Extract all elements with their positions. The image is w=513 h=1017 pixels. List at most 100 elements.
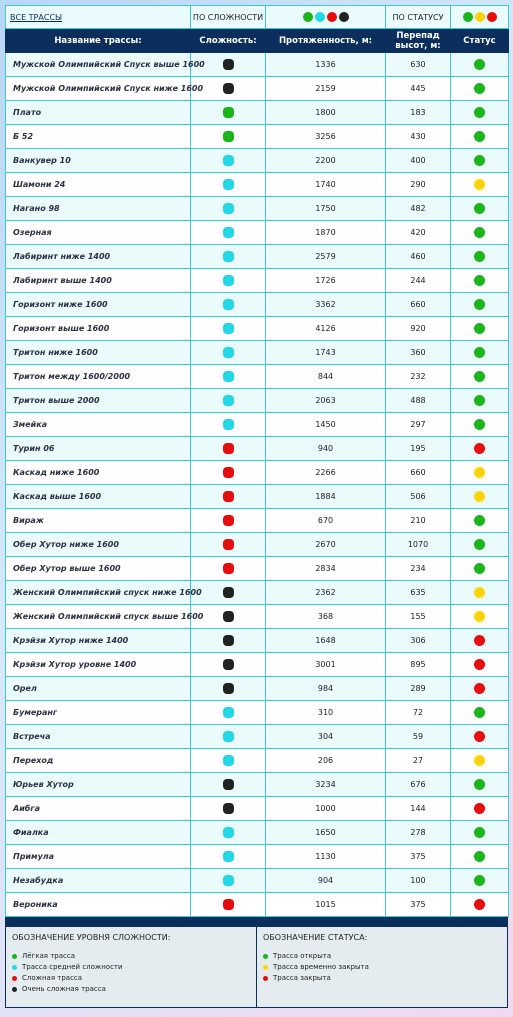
track-name: Шамони 24: [5, 172, 191, 197]
track-name: Крэйзи Хутор ниже 1400: [5, 628, 191, 653]
track-length: 844: [265, 364, 386, 389]
track-name: Женский Олимпийский спуск ниже 1600: [5, 580, 202, 605]
status-dot: [474, 371, 485, 382]
difficulty-filter-icon[interactable]: [326, 12, 337, 22]
difficulty-cell: [190, 772, 266, 797]
track-drop: 27: [385, 748, 451, 773]
track-drop: 232: [385, 364, 451, 389]
track-name: Ванкувер 10: [5, 148, 191, 173]
legend-title: ОБОЗНАЧЕНИЕ УРОВНЯ СЛОЖНОСТИ:: [12, 933, 171, 942]
track-row: Аибга 1000 144: [5, 796, 509, 821]
legend-label: Очень сложная трасса: [22, 985, 106, 993]
track-drop: 375: [385, 892, 451, 917]
track-length: 3362: [265, 292, 386, 317]
difficulty-dot: [222, 443, 234, 454]
status-dot: [474, 635, 485, 646]
track-row: Переход 206 27: [5, 748, 509, 773]
track-row: Крэйзи Хутор уровне 1400 3001 895: [5, 652, 509, 677]
status-filter-icon[interactable]: [486, 12, 497, 22]
difficulty-cell: [190, 844, 266, 869]
status-icons[interactable]: [450, 5, 509, 29]
difficulty-cell: [190, 148, 266, 173]
track-length: 304: [265, 724, 386, 749]
difficulty-dot: [222, 755, 234, 766]
column-header: Протяженность, м:: [265, 28, 386, 53]
status-cell: [450, 268, 509, 293]
difficulty-filter-icon[interactable]: [302, 12, 313, 22]
status-dot: [474, 419, 485, 430]
status-dot: [474, 83, 485, 94]
track-drop: 676: [385, 772, 451, 797]
status-dot: [474, 395, 485, 406]
difficulty-cell: [190, 244, 266, 269]
track-row: Б 52 3256 430: [5, 124, 509, 149]
difficulty-cell: [190, 340, 266, 365]
legend-dot: [12, 964, 17, 970]
track-drop: 244: [385, 268, 451, 293]
status-dot: [474, 155, 485, 166]
track-row: Мужской Олимпийский Спуск ниже 1600 2159 4…: [5, 76, 509, 101]
status-cell: [450, 748, 509, 773]
track-length: 206: [265, 748, 386, 773]
status-cell: [450, 412, 509, 437]
legend-label: Трасса открыта: [273, 952, 332, 960]
track-drop: 660: [385, 292, 451, 317]
difficulty-icons[interactable]: [265, 5, 386, 29]
difficulty-dot: [222, 659, 234, 670]
track-name: Тритон выше 2000: [5, 388, 191, 413]
difficulty-filter-icon[interactable]: [314, 12, 325, 22]
track-length: 2362: [265, 580, 386, 605]
track-length: 1648: [265, 628, 386, 653]
track-name: Лабиринт выше 1400: [5, 268, 191, 293]
track-row: Лабиринт выше 1400 1726 244: [5, 268, 509, 293]
track-drop: 460: [385, 244, 451, 269]
track-drop: 630: [385, 52, 451, 77]
track-drop: 59: [385, 724, 451, 749]
status-cell: [450, 220, 509, 245]
track-length: 984: [265, 676, 386, 701]
column-header: Название трассы:: [5, 28, 191, 53]
difficulty-cell: [190, 820, 266, 845]
status-cell: [450, 76, 509, 101]
track-length: 3234: [265, 772, 386, 797]
difficulty-dot: [222, 587, 234, 598]
track-drop: 100: [385, 868, 451, 893]
difficulty-dot: [222, 683, 234, 694]
track-length: 3256: [265, 124, 386, 149]
track-name: Переход: [5, 748, 191, 773]
difficulty-cell: [190, 388, 266, 413]
difficulty-cell: [190, 700, 266, 725]
track-name: Каскад выше 1600: [5, 484, 191, 509]
status-cell: [450, 364, 509, 389]
filter-difficulty[interactable]: ПО СЛОЖНОСТИ: [190, 5, 266, 29]
difficulty-filter-icon[interactable]: [338, 12, 349, 22]
difficulty-cell: [190, 316, 266, 341]
difficulty-dot: [222, 851, 234, 862]
difficulty-dot: [222, 419, 234, 430]
status-dot: [474, 299, 485, 310]
filter-all[interactable]: ВСЕ ТРАССЫ: [5, 5, 191, 29]
difficulty-cell: [190, 436, 266, 461]
status-cell: [450, 436, 509, 461]
status-dot: [474, 131, 485, 142]
track-row: Шамони 24 1740 290: [5, 172, 509, 197]
track-drop: 290: [385, 172, 451, 197]
status-dot: [474, 659, 485, 670]
track-row: Обер Хутор выше 1600 2834 234: [5, 556, 509, 581]
track-length: 1740: [265, 172, 386, 197]
track-row: Женский Олимпийский спуск ниже 1600 2362 6…: [5, 580, 509, 605]
status-filter-icon[interactable]: [462, 12, 473, 22]
track-name: Женский Олимпийский спуск выше 1600: [5, 604, 203, 629]
track-row: Каскад ниже 1600 2266 660: [5, 460, 509, 485]
track-row: Горизонт ниже 1600 3362 660: [5, 292, 509, 317]
status-filter-icon[interactable]: [474, 12, 485, 22]
difficulty-dot: [222, 635, 234, 646]
legend-label: Трасса закрыта: [273, 974, 331, 982]
track-row: Орел 984 289: [5, 676, 509, 701]
track-name: Примула: [5, 844, 191, 869]
track-length: 368: [265, 604, 386, 629]
track-drop: 1070: [385, 532, 451, 557]
difficulty-dot: [222, 203, 234, 214]
track-row: Женский Олимпийский спуск выше 1600 368 15…: [5, 604, 509, 629]
filter-status[interactable]: ПО СТАТУСУ: [385, 5, 451, 29]
